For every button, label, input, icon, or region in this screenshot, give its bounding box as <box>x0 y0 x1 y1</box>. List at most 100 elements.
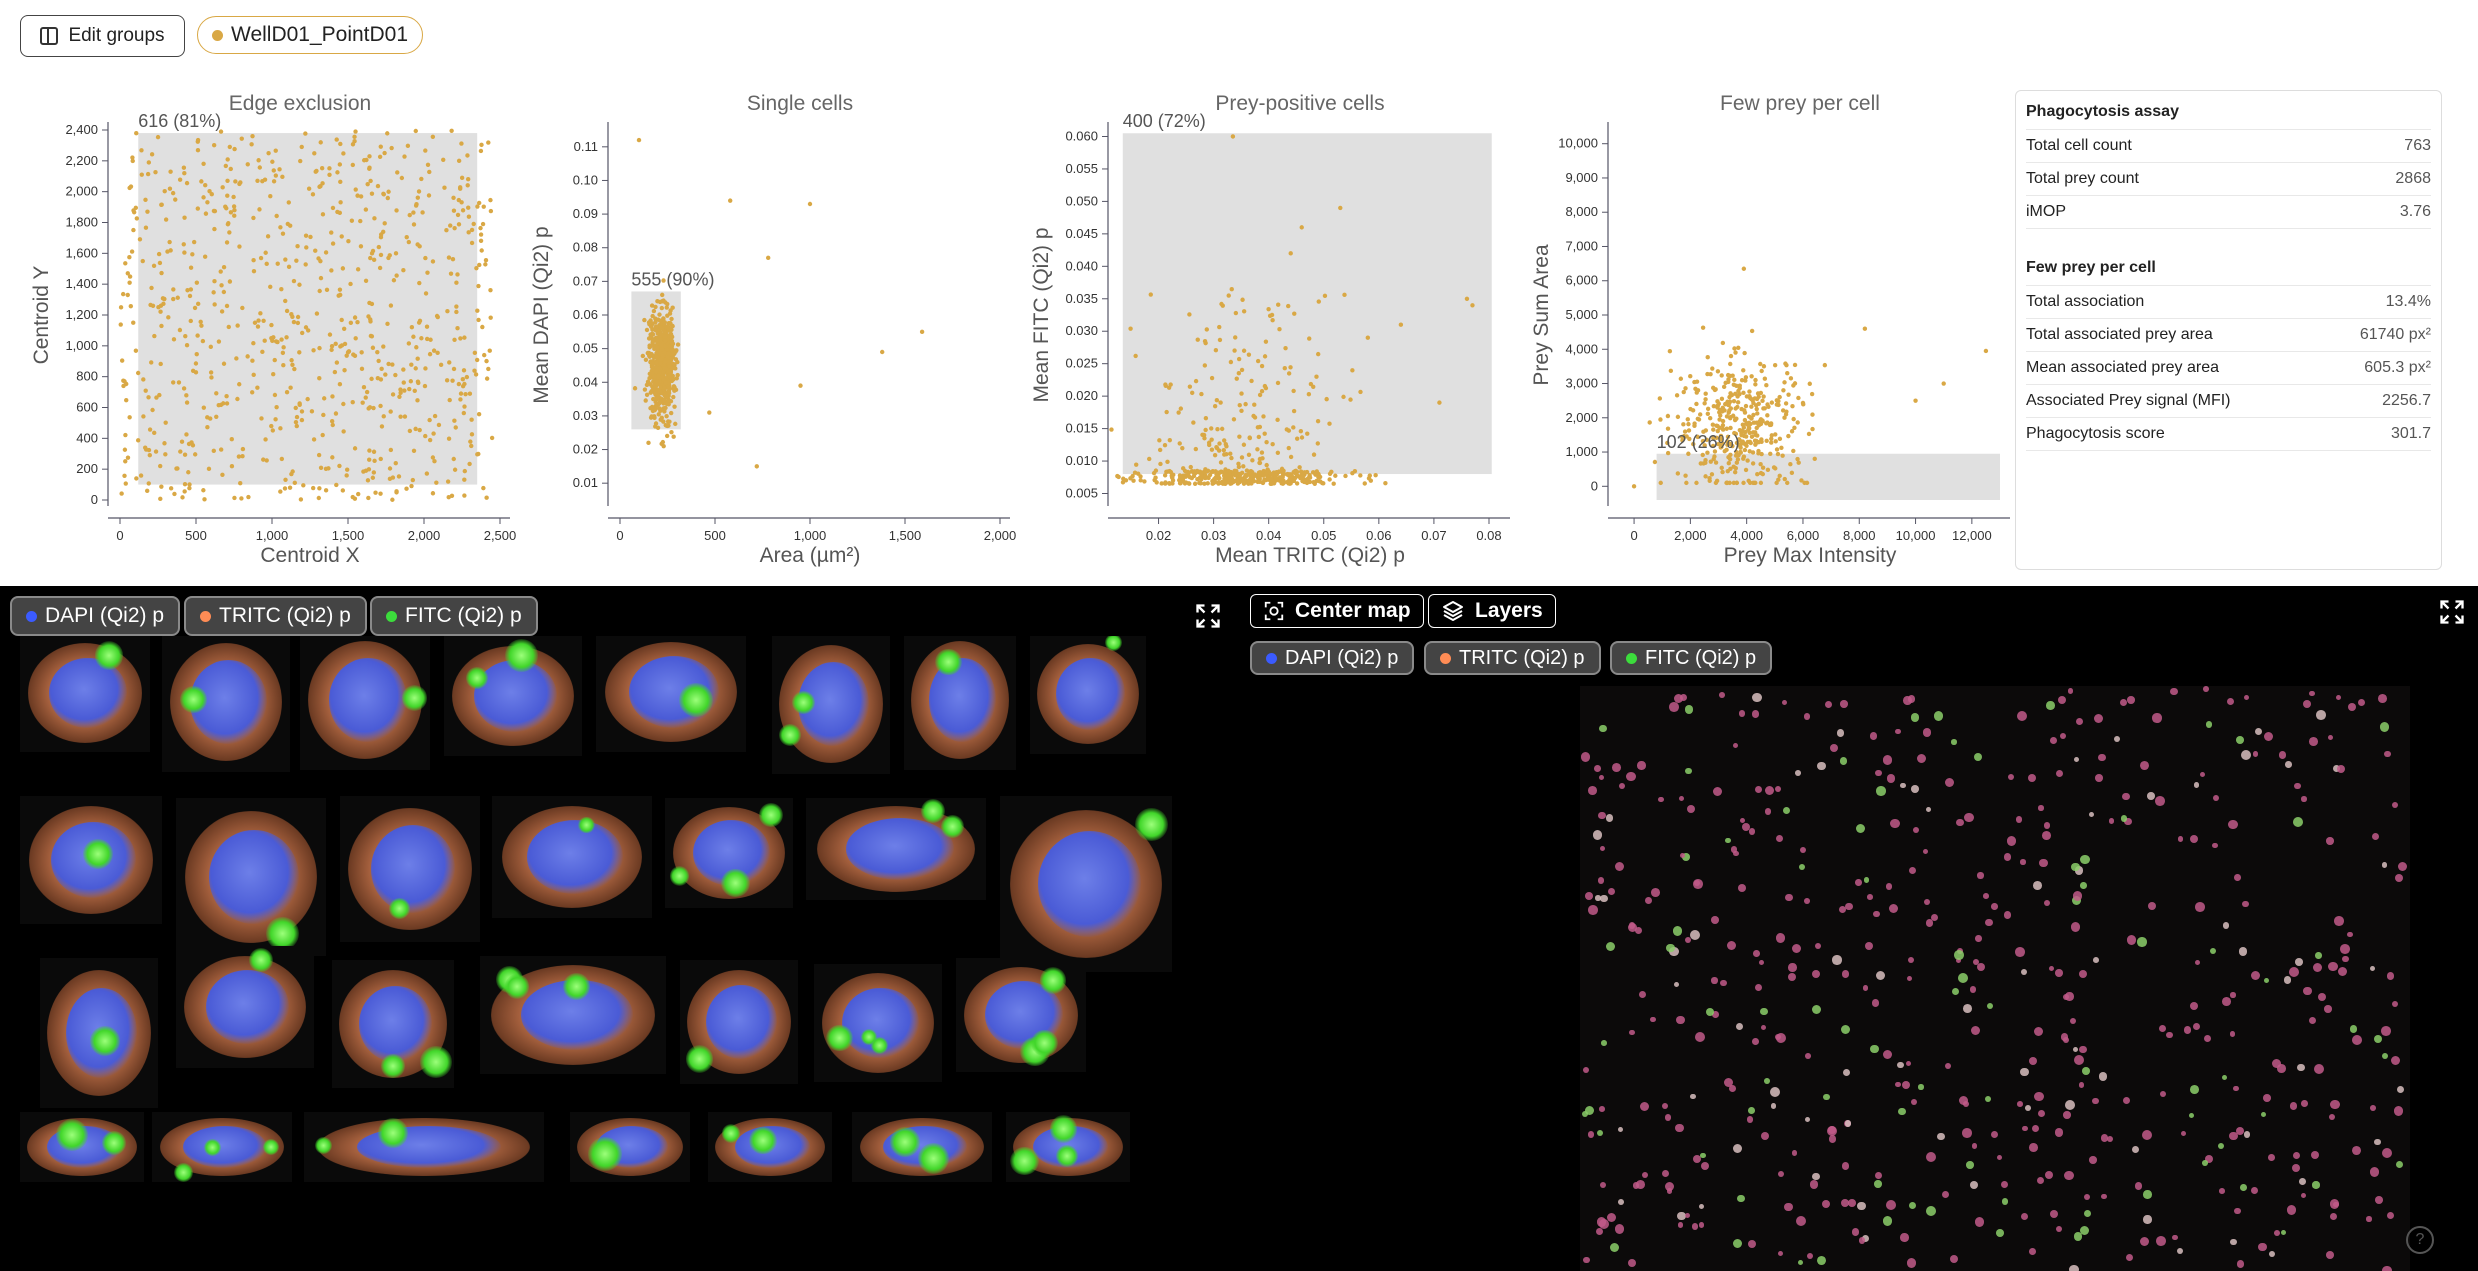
map-cell <box>1832 955 1842 965</box>
map-cell <box>2202 686 2209 693</box>
cell-thumbnail[interactable] <box>1006 1112 1130 1182</box>
cell-thumbnail[interactable] <box>340 796 480 942</box>
data-point <box>1665 426 1671 431</box>
cell-thumbnail[interactable] <box>176 798 326 956</box>
data-point <box>350 142 356 147</box>
help-icon[interactable]: ? <box>2406 1226 2434 1254</box>
chart-prey-positive[interactable]: 0.005 0.010 0.015 0.020 0.025 0.030 0.035 0.040… <box>1020 80 1520 580</box>
cell-thumbnail[interactable] <box>852 1112 992 1182</box>
cell-thumbnail[interactable] <box>492 796 652 918</box>
cell-thumbnail[interactable] <box>772 636 890 774</box>
cell-thumbnail[interactable] <box>570 1112 690 1182</box>
chart-single-cells[interactable]: 0.01 0.02 0.03 0.04 0.05 0.06 0.07 0.08 0.09 0.10… <box>520 80 1020 580</box>
data-point <box>211 290 216 295</box>
map-channel-chip-dapi[interactable]: DAPI (Qi2) p <box>1250 641 1415 675</box>
data-point <box>147 452 153 458</box>
map-cell <box>2369 1167 2380 1178</box>
well-map[interactable] <box>1580 686 2410 1271</box>
map-cell <box>2072 1047 2078 1053</box>
cell-thumbnail[interactable] <box>444 636 582 756</box>
map-cell <box>1752 692 1762 703</box>
chart-svg[interactable]: 0.0050.0100.0150.0200.0250.0300.0350.040… <box>1020 80 1520 580</box>
cell-thumbnail[interactable] <box>480 956 666 1074</box>
chart-edge-exclusion[interactable]: 0 200 400 600 800 1,000 1,200 1,400 1,600 1,800 2,… <box>20 80 520 580</box>
data-point <box>238 481 243 486</box>
data-point <box>642 387 648 392</box>
cell-thumbnail[interactable] <box>152 1112 292 1182</box>
data-point <box>175 295 180 300</box>
channel-chip-fitc[interactable]: FITC (Qi2) p <box>370 596 538 636</box>
map-cell <box>1597 877 1604 884</box>
channel-chip-dapi[interactable]: DAPI (Qi2) p <box>10 596 181 636</box>
edit-groups-button[interactable]: Edit groups <box>20 15 185 57</box>
cell-thumbnail[interactable] <box>806 798 986 900</box>
cell-thumbnail[interactable] <box>665 798 793 908</box>
data-point <box>1679 434 1685 440</box>
cell-gallery[interactable] <box>0 636 1180 1271</box>
map-cell <box>2254 727 2262 736</box>
data-point <box>1759 439 1764 444</box>
cell-thumbnail[interactable] <box>300 636 430 770</box>
chart-svg[interactable]: 0.010.020.030.040.050.060.070.080.090.10… <box>520 80 1020 580</box>
map-cell <box>1869 732 1878 740</box>
cell-thumbnail[interactable] <box>708 1112 832 1182</box>
data-point <box>1736 437 1742 442</box>
map-cell <box>2072 891 2083 902</box>
expand-icon[interactable] <box>1194 602 1222 630</box>
data-point <box>1187 312 1192 317</box>
cell-thumbnail[interactable] <box>1030 636 1146 754</box>
map-cell <box>2297 1064 2305 1072</box>
cell-thumbnail[interactable] <box>814 964 942 1082</box>
cell-thumbnail[interactable] <box>20 636 150 752</box>
data-point <box>1305 431 1310 436</box>
data-point <box>1210 478 1215 484</box>
cell-thumbnail[interactable] <box>40 958 158 1108</box>
data-point <box>235 396 240 402</box>
data-point <box>1176 410 1181 415</box>
data-point <box>1791 448 1796 454</box>
layers-button[interactable]: Layers <box>1428 594 1556 628</box>
data-point <box>348 320 354 325</box>
map-cell <box>1804 1116 1810 1122</box>
data-point <box>1191 420 1196 425</box>
data-point <box>1782 476 1787 482</box>
data-point <box>188 318 193 324</box>
map-channel-chip-fitc[interactable]: FITC (Qi2) p <box>1610 641 1773 675</box>
cell-thumbnail[interactable] <box>596 636 746 752</box>
chart-svg[interactable]: 01,0002,0003,0004,0005,0006,0007,0008,00… <box>1520 80 2020 580</box>
map-channel-chip-tritc[interactable]: TRITC (Qi2) p <box>1424 641 1601 675</box>
data-point <box>411 334 416 339</box>
center-map-button[interactable]: Center map <box>1250 594 1424 628</box>
map-cell <box>2221 1074 2227 1081</box>
map-cell <box>2336 764 2346 774</box>
well-chip[interactable]: WellD01_PointD01 <box>197 16 424 54</box>
cell-thumbnail[interactable] <box>304 1112 544 1182</box>
cell-thumbnail[interactable] <box>162 636 290 772</box>
cell-thumbnail[interactable] <box>904 636 1016 770</box>
cell-thumbnail[interactable] <box>20 1112 144 1182</box>
cell-thumbnail[interactable] <box>176 946 314 1068</box>
cell-thumbnail[interactable] <box>20 796 162 924</box>
channel-chip-tritc[interactable]: TRITC (Qi2) p <box>184 596 367 636</box>
cell-thumbnail[interactable] <box>332 960 454 1088</box>
data-point <box>202 497 207 502</box>
data-point <box>329 230 334 235</box>
chart-few-prey[interactable]: 0 1,000 2,000 3,000 4,000 5,000 6,000 7,000 8,00… <box>1520 80 2020 580</box>
data-point <box>423 366 428 371</box>
expand-icon[interactable] <box>2438 598 2466 626</box>
data-point <box>643 357 649 362</box>
data-point <box>335 170 340 175</box>
cell-thumbnail[interactable] <box>1000 796 1172 972</box>
data-point <box>251 215 256 221</box>
map-cell <box>2251 1187 2259 1195</box>
cell-thumbnail[interactable] <box>956 958 1086 1072</box>
data-point <box>1700 438 1706 444</box>
data-point <box>221 361 227 366</box>
data-point <box>1667 349 1673 354</box>
data-point <box>1316 299 1321 304</box>
chart-svg[interactable]: 02004006008001,0001,2001,4001,6001,8002,… <box>20 80 520 580</box>
map-cell <box>1629 1029 1635 1035</box>
map-cell <box>1677 1211 1687 1221</box>
data-point <box>1255 425 1261 430</box>
cell-thumbnail[interactable] <box>680 960 798 1084</box>
